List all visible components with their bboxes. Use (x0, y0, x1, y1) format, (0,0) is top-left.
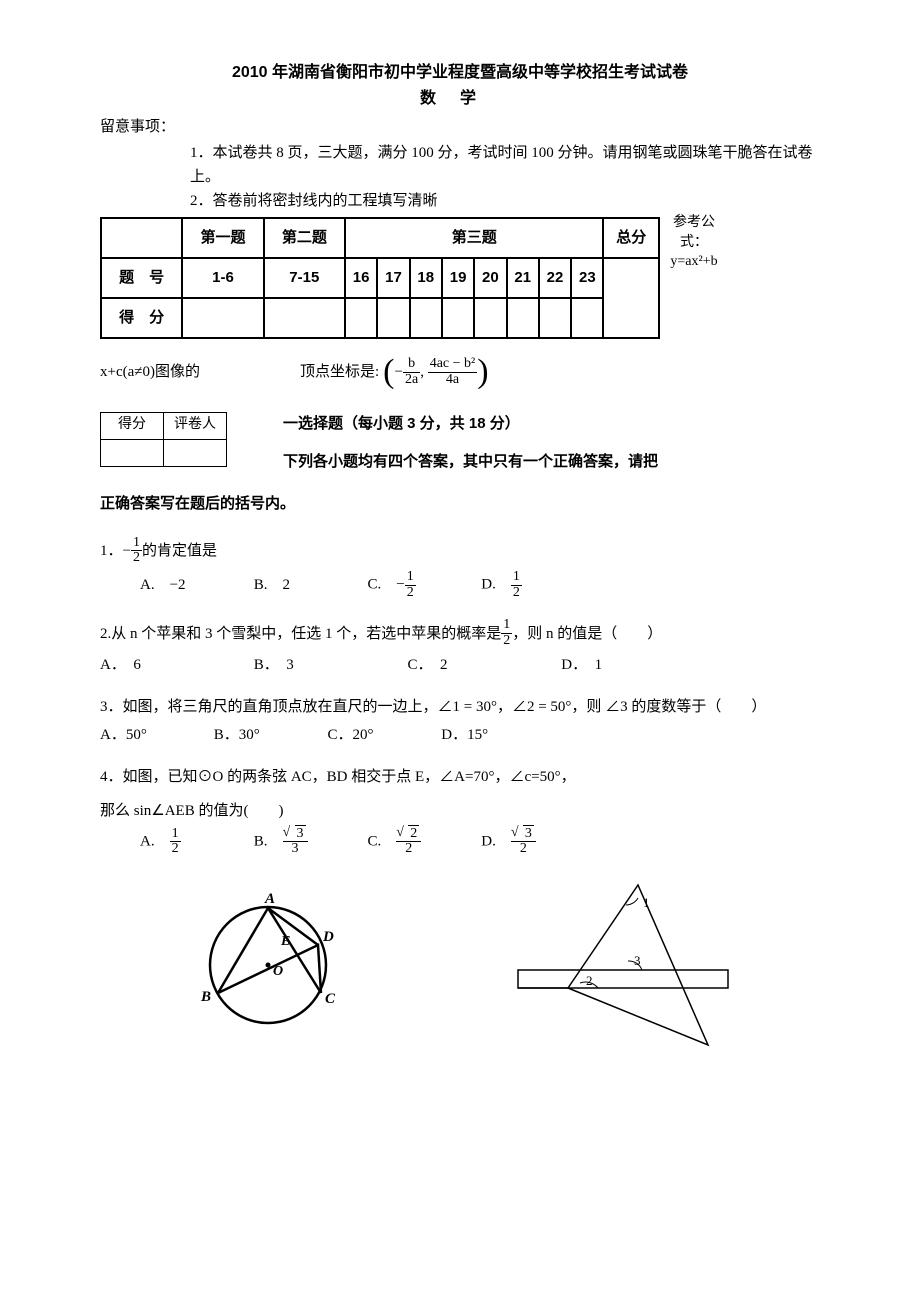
cell: 22 (539, 258, 571, 298)
q2-stem-post: ，则 n 的值是（ ） (512, 622, 662, 646)
vertex-label: 顶点坐标是: (300, 360, 379, 384)
mini-score-table: 得分评卷人 (100, 412, 227, 467)
mini-c1: 得分 (101, 412, 164, 439)
svg-text:B: B (200, 989, 211, 1005)
cell: 16 (345, 258, 377, 298)
svg-text:1: 1 (643, 895, 650, 910)
table-row: 题 号 1-6 7-15 16 17 18 19 20 21 22 23 (101, 258, 659, 298)
cell: 18 (410, 258, 442, 298)
mini-c2: 评卷人 (164, 412, 227, 439)
section-1-note: 下列各小题均有四个答案，其中只有一个正确答案，请把 (283, 450, 658, 474)
formula-side-text: 参考公式：y=ax²+b (660, 213, 718, 272)
cell: 23 (571, 258, 603, 298)
circle-figure: A B C D E O (173, 875, 363, 1035)
cell (539, 298, 571, 338)
q3-opt-d: D．15° (441, 723, 551, 747)
cell (442, 298, 474, 338)
row-label: 题 号 (101, 258, 182, 298)
cell (182, 298, 263, 338)
q3-opt-a: A．50° (100, 723, 210, 747)
table-row: 第一题 第二题 第三题 总分 (101, 218, 659, 258)
score-th-3: 第三题 (345, 218, 604, 258)
q2-opt-a: A． 6 (100, 653, 250, 677)
cell: 17 (377, 258, 409, 298)
cell: 1-6 (182, 258, 263, 298)
cell (507, 298, 539, 338)
q4-opt-a: A. 12 (140, 827, 250, 857)
page-title-1: 2010 年湖南省衡阳市初中学业程度暨高级中等学校招生考试试卷 (100, 60, 820, 86)
mini-blank (101, 439, 164, 466)
q1-opt-c: C. −12 (368, 570, 478, 600)
svg-text:C: C (325, 991, 336, 1007)
question-4: 4．如图，已知⊙O 的两条弦 AC，BD 相交于点 E，∠A=70°，∠c=50… (100, 765, 820, 857)
question-1: 1．− 12 的肯定值是 A. −2 B. 2 C. −12 D. 12 (100, 536, 820, 601)
cell: 19 (442, 258, 474, 298)
q3-stem: 3．如图，将三角尺的直角顶点放在直尺的一边上，∠1 = 30°，∠2 = 50°… (100, 695, 820, 719)
attention-item-2: 2．答卷前将密封线内的工程填写清晰 (190, 189, 820, 213)
attention-label: 留意事项： (100, 115, 820, 139)
page-title-2: 数学 (100, 86, 820, 112)
paren-open-icon: ( (383, 345, 394, 399)
mini-blank (164, 439, 227, 466)
svg-text:E: E (280, 934, 290, 949)
vertex-pre: x+c(a≠0)图像的 (100, 360, 290, 384)
question-3: 3．如图，将三角尺的直角顶点放在直尺的一边上，∠1 = 30°，∠2 = 50°… (100, 695, 820, 747)
svg-text:O: O (273, 964, 283, 979)
score-th-1: 第一题 (182, 218, 263, 258)
q1-frac: 12 (131, 536, 142, 566)
comma: , (420, 360, 428, 384)
score-table: 第一题 第二题 第三题 总分 题 号 1-6 7-15 16 17 18 19 … (100, 217, 660, 339)
q1-opt-a: A. −2 (140, 573, 250, 597)
svg-text:2: 2 (586, 973, 593, 988)
cell: 7-15 (264, 258, 345, 298)
svg-text:3: 3 (634, 953, 641, 968)
score-th-blank (101, 218, 182, 258)
vertex-formula: x+c(a≠0)图像的 顶点坐标是: ( −b2a , 4ac − b²4a ) (100, 345, 820, 399)
section-1-note2: 正确答案写在题后的括号内。 (100, 492, 820, 516)
cell (474, 298, 506, 338)
svg-text:A: A (264, 891, 275, 907)
section-1-title: 一选择题（每小题 3 分，共 18 分） (283, 412, 658, 436)
question-2: 2.从 n 个苹果和 3 个雪梨中，任选 1 个，若选中苹果的概率是 12 ，则… (100, 618, 820, 676)
vertex-x: −b2a (395, 357, 421, 387)
q1-opt-b: B. 2 (254, 573, 364, 597)
q1-stem-post: 的肯定值是 (142, 539, 217, 563)
paren-close-icon: ) (477, 345, 488, 399)
q2-opt-b: B． 3 (254, 653, 404, 677)
cell: 20 (474, 258, 506, 298)
q1-stem-pre: 1．− (100, 539, 131, 563)
attention-item-1: 1．本试卷共 8 页，三大题，满分 100 分，考试时间 100 分钟。请用钢笔… (190, 141, 820, 189)
vertex-y: 4ac − b²4a (428, 357, 478, 387)
q1-opt-d: D. 12 (481, 570, 591, 600)
cell: 21 (507, 258, 539, 298)
q2-opt-c: C． 2 (408, 653, 558, 677)
q3-opt-c: C．20° (328, 723, 438, 747)
q4-opt-c: C. 22 (368, 827, 478, 857)
row-label: 得 分 (101, 298, 182, 338)
q3-opt-b: B．30° (214, 723, 324, 747)
cell (410, 298, 442, 338)
cell (345, 298, 377, 338)
q4-stem2: 那么 sin∠AEB 的值为( ) (100, 799, 820, 823)
total-cell (603, 258, 659, 338)
q4-opt-d: D. 32 (481, 827, 591, 857)
q4-opt-b: B. 33 (254, 827, 364, 857)
score-th-4: 总分 (603, 218, 659, 258)
cell (377, 298, 409, 338)
q2-frac: 12 (501, 618, 512, 648)
svg-text:D: D (322, 929, 334, 945)
q2-stem-pre: 2.从 n 个苹果和 3 个雪梨中，任选 1 个，若选中苹果的概率是 (100, 622, 501, 646)
cell (264, 298, 345, 338)
score-th-2: 第二题 (264, 218, 345, 258)
q4-stem1: 4．如图，已知⊙O 的两条弦 AC，BD 相交于点 E，∠A=70°，∠c=50… (100, 765, 820, 789)
table-row: 得 分 (101, 298, 659, 338)
cell (571, 298, 603, 338)
q2-opt-d: D． 1 (561, 653, 671, 677)
triangle-ruler-figure: 1 2 3 (508, 875, 748, 1055)
